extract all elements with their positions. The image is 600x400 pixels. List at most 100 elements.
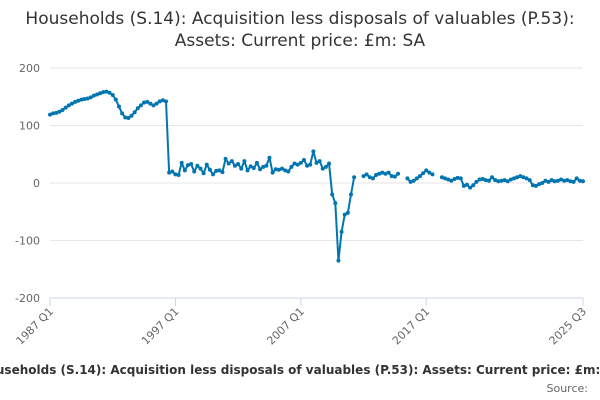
data-point[interactable] bbox=[167, 170, 172, 175]
data-point[interactable] bbox=[107, 90, 112, 95]
data-point[interactable] bbox=[524, 176, 529, 181]
data-point[interactable] bbox=[226, 161, 231, 166]
data-point[interactable] bbox=[164, 99, 169, 104]
data-point[interactable] bbox=[533, 183, 538, 188]
data-point[interactable] bbox=[342, 212, 347, 217]
data-point[interactable] bbox=[95, 92, 100, 97]
data-point[interactable] bbox=[48, 112, 52, 117]
data-point[interactable] bbox=[66, 103, 71, 108]
data-point[interactable] bbox=[160, 98, 165, 103]
data-point[interactable] bbox=[189, 162, 194, 167]
data-point[interactable] bbox=[521, 175, 526, 180]
data-point[interactable] bbox=[211, 172, 216, 177]
data-point[interactable] bbox=[145, 99, 150, 104]
data-point[interactable] bbox=[82, 97, 87, 102]
data-point[interactable] bbox=[207, 167, 212, 172]
data-point[interactable] bbox=[280, 166, 285, 171]
data-point[interactable] bbox=[464, 182, 469, 187]
data-point[interactable] bbox=[276, 167, 281, 172]
data-point[interactable] bbox=[138, 103, 143, 108]
data-point[interactable] bbox=[317, 159, 322, 164]
data-point[interactable] bbox=[361, 174, 366, 179]
data-point[interactable] bbox=[336, 258, 341, 263]
data-point[interactable] bbox=[57, 109, 62, 114]
data-point[interactable] bbox=[308, 162, 313, 167]
data-point[interactable] bbox=[512, 176, 517, 181]
data-point[interactable] bbox=[515, 175, 520, 180]
data-point[interactable] bbox=[298, 160, 303, 165]
data-point[interactable] bbox=[320, 166, 325, 171]
data-point[interactable] bbox=[493, 178, 498, 183]
data-point[interactable] bbox=[154, 101, 159, 106]
data-point[interactable] bbox=[51, 111, 56, 116]
data-point[interactable] bbox=[468, 185, 473, 190]
data-point[interactable] bbox=[229, 159, 234, 164]
data-point[interactable] bbox=[270, 170, 275, 175]
data-point[interactable] bbox=[157, 99, 162, 104]
data-point[interactable] bbox=[411, 178, 416, 183]
data-point[interactable] bbox=[179, 160, 184, 165]
data-point[interactable] bbox=[110, 93, 115, 98]
data-point[interactable] bbox=[552, 179, 557, 184]
data-point[interactable] bbox=[380, 170, 385, 175]
data-point[interactable] bbox=[69, 101, 74, 106]
data-point[interactable] bbox=[540, 181, 545, 185]
legend[interactable]: Households (S.14): Acquisition less disp… bbox=[0, 363, 600, 381]
data-point[interactable] bbox=[129, 113, 134, 118]
data-point[interactable] bbox=[577, 178, 582, 183]
data-point[interactable] bbox=[518, 174, 523, 179]
data-point[interactable] bbox=[471, 183, 476, 188]
data-series[interactable] bbox=[48, 89, 585, 263]
data-point[interactable] bbox=[314, 160, 319, 165]
data-point[interactable] bbox=[151, 103, 156, 108]
data-point[interactable] bbox=[505, 179, 510, 184]
data-point[interactable] bbox=[126, 116, 131, 121]
data-point[interactable] bbox=[486, 178, 491, 183]
data-point[interactable] bbox=[101, 90, 106, 95]
data-point[interactable] bbox=[483, 178, 488, 183]
data-point[interactable] bbox=[446, 177, 451, 182]
data-point[interactable] bbox=[301, 158, 306, 162]
data-point[interactable] bbox=[383, 171, 388, 176]
data-point[interactable] bbox=[367, 175, 372, 180]
data-point[interactable] bbox=[236, 162, 241, 167]
data-point[interactable] bbox=[364, 172, 369, 177]
data-point[interactable] bbox=[142, 100, 147, 105]
data-point[interactable] bbox=[113, 97, 118, 102]
data-point[interactable] bbox=[527, 178, 532, 183]
data-point[interactable] bbox=[60, 107, 65, 112]
data-point[interactable] bbox=[245, 168, 250, 173]
data-point[interactable] bbox=[339, 229, 344, 234]
data-point[interactable] bbox=[408, 179, 413, 184]
data-point[interactable] bbox=[330, 192, 335, 197]
credit-text[interactable]: Source: bbox=[546, 382, 589, 395]
data-point[interactable] bbox=[98, 91, 103, 96]
data-point[interactable] bbox=[76, 98, 81, 103]
data-point[interactable] bbox=[414, 176, 419, 181]
data-point[interactable] bbox=[348, 192, 353, 197]
data-point[interactable] bbox=[242, 159, 247, 164]
data-point[interactable] bbox=[120, 111, 125, 116]
data-point[interactable] bbox=[499, 178, 504, 183]
data-point[interactable] bbox=[258, 167, 263, 172]
data-point[interactable] bbox=[508, 177, 513, 182]
data-point[interactable] bbox=[79, 97, 84, 102]
data-point[interactable] bbox=[267, 155, 272, 160]
data-point[interactable] bbox=[148, 101, 153, 106]
data-point[interactable] bbox=[54, 110, 59, 115]
data-point[interactable] bbox=[182, 168, 187, 173]
data-point[interactable] bbox=[559, 177, 564, 182]
data-point[interactable] bbox=[192, 169, 197, 174]
data-point[interactable] bbox=[530, 183, 535, 188]
data-point[interactable] bbox=[574, 176, 579, 181]
data-point[interactable] bbox=[248, 164, 253, 169]
data-point[interactable] bbox=[490, 175, 495, 180]
data-point[interactable] bbox=[295, 162, 300, 167]
data-point[interactable] bbox=[537, 182, 542, 187]
data-point[interactable] bbox=[223, 156, 228, 161]
data-point[interactable] bbox=[581, 179, 585, 184]
data-point[interactable] bbox=[370, 176, 375, 181]
data-point[interactable] bbox=[352, 175, 357, 180]
data-point[interactable] bbox=[430, 172, 435, 177]
data-point[interactable] bbox=[232, 163, 237, 168]
